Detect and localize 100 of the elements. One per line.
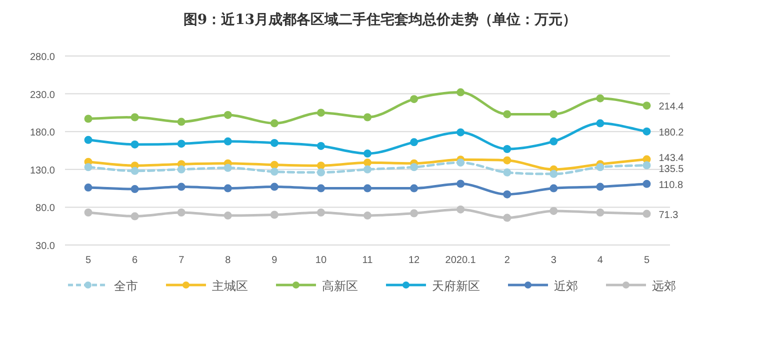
- y-tick-label: 80.0: [36, 203, 56, 214]
- point: [596, 182, 604, 191]
- point: [550, 110, 558, 118]
- point: [177, 208, 186, 216]
- point: [642, 102, 651, 110]
- point: [316, 184, 325, 192]
- x-tick-label: 4: [597, 255, 604, 266]
- x-tick-label: 3: [550, 255, 557, 266]
- point: [596, 119, 604, 128]
- point: [410, 184, 418, 192]
- point: [456, 88, 465, 96]
- data-label: 143.4: [658, 152, 684, 164]
- x-tick-label: 10: [315, 255, 327, 266]
- point: [84, 136, 92, 144]
- point: [270, 160, 278, 169]
- x-tick-label: 5: [85, 255, 92, 266]
- point: [130, 212, 139, 220]
- point: [364, 150, 372, 158]
- data-label: 135.5: [658, 164, 684, 175]
- point: [456, 158, 465, 167]
- point: [410, 209, 418, 218]
- y-tick-label: 180.0: [30, 128, 56, 139]
- x-tick-label: 2: [504, 255, 510, 266]
- point: [177, 118, 186, 126]
- point: [224, 212, 232, 220]
- point: [224, 184, 232, 192]
- legend-label: 主城区: [212, 279, 248, 293]
- point: [177, 165, 186, 174]
- point: [84, 184, 92, 192]
- legend-label: 高新区: [322, 279, 358, 293]
- point: [503, 156, 512, 164]
- point: [456, 205, 465, 214]
- point: [130, 166, 139, 175]
- point: [130, 140, 139, 148]
- point: [503, 144, 512, 153]
- data-label: 71.3: [658, 210, 679, 221]
- point: [642, 180, 651, 188]
- data-label: 214.4: [658, 102, 684, 113]
- legend-label: 远郊: [652, 279, 676, 293]
- point: [224, 137, 232, 146]
- point: [596, 94, 604, 102]
- point: [270, 138, 278, 147]
- x-tick-label: 12: [408, 255, 420, 266]
- point: [270, 119, 278, 128]
- point: [316, 168, 325, 176]
- x-tick-label: 6: [132, 255, 138, 266]
- x-tick-label: 8: [225, 255, 232, 266]
- point: [364, 158, 372, 167]
- point: [410, 163, 418, 172]
- point: [642, 161, 651, 170]
- point: [316, 108, 325, 117]
- point: [550, 137, 558, 146]
- x-tick-label: 9: [272, 255, 278, 266]
- x-tick-label: 11: [362, 255, 374, 266]
- point: [316, 162, 325, 170]
- point: [550, 170, 558, 178]
- point: [270, 210, 278, 219]
- x-tick-label: 5: [644, 255, 650, 266]
- point: [410, 95, 418, 104]
- point: [224, 110, 232, 119]
- point: [316, 208, 325, 216]
- x-tick-label: 2020.1: [445, 255, 476, 266]
- point: [642, 210, 651, 218]
- x-tick-label: 7: [178, 255, 185, 266]
- legend-label: 天府新区: [432, 279, 480, 293]
- point: [456, 128, 465, 136]
- point: [503, 110, 512, 118]
- chart-title: 图9：近13月成都各区域二手住宅套均总价走势（单位：万元）: [183, 11, 577, 28]
- point: [642, 127, 651, 136]
- point: [84, 163, 92, 172]
- point: [550, 206, 558, 215]
- point: [270, 182, 278, 191]
- point: [84, 208, 92, 216]
- point: [130, 113, 139, 122]
- point: [596, 163, 604, 172]
- point: [503, 214, 512, 222]
- data-label: 180.2: [658, 127, 684, 138]
- point: [177, 140, 186, 148]
- point: [596, 208, 604, 216]
- y-tick-label: 30.0: [36, 241, 56, 252]
- point: [503, 190, 512, 198]
- point: [270, 168, 278, 176]
- point: [503, 168, 512, 176]
- y-tick-label: 280.0: [30, 52, 56, 63]
- point: [84, 114, 92, 123]
- point: [177, 182, 186, 191]
- point: [316, 142, 325, 150]
- legend-label: 近郊: [554, 279, 578, 293]
- point: [364, 165, 372, 174]
- point: [550, 184, 558, 192]
- point: [364, 212, 372, 220]
- y-tick-label: 130.0: [30, 165, 56, 176]
- point: [130, 185, 139, 194]
- point: [456, 180, 465, 188]
- data-label: 110.8: [658, 180, 684, 191]
- point: [224, 164, 232, 172]
- point: [364, 184, 372, 192]
- legend-label: 全市: [114, 279, 138, 293]
- point: [364, 113, 372, 122]
- y-tick-label: 230.0: [30, 90, 56, 101]
